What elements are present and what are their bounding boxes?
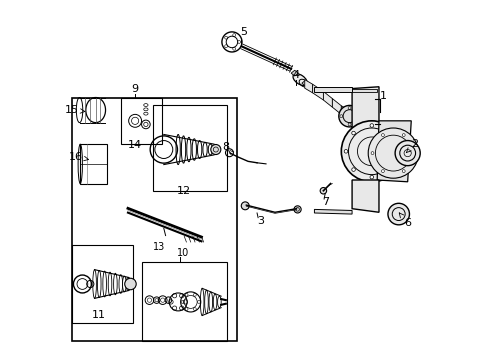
- Polygon shape: [351, 87, 378, 132]
- Circle shape: [402, 170, 405, 172]
- Circle shape: [351, 168, 355, 171]
- Text: 4: 4: [292, 70, 300, 80]
- Text: 1: 1: [379, 91, 386, 101]
- Text: 14: 14: [128, 140, 142, 150]
- Circle shape: [367, 128, 418, 178]
- Circle shape: [320, 188, 326, 194]
- Polygon shape: [314, 87, 351, 92]
- Bar: [142, 262, 226, 341]
- Text: 2: 2: [406, 139, 418, 153]
- Bar: [121, 98, 162, 144]
- Text: 7: 7: [321, 197, 328, 207]
- Bar: [72, 244, 133, 323]
- Circle shape: [387, 168, 391, 171]
- Polygon shape: [312, 84, 323, 100]
- Circle shape: [395, 149, 399, 153]
- Polygon shape: [304, 80, 312, 93]
- Circle shape: [344, 149, 347, 153]
- Circle shape: [341, 121, 402, 182]
- Bar: [153, 105, 226, 191]
- Circle shape: [381, 170, 384, 172]
- Text: 6: 6: [398, 213, 410, 228]
- Polygon shape: [301, 80, 308, 86]
- Polygon shape: [341, 106, 349, 120]
- Circle shape: [241, 202, 249, 210]
- Circle shape: [338, 105, 360, 127]
- Circle shape: [381, 134, 384, 136]
- Circle shape: [402, 134, 405, 136]
- Polygon shape: [314, 210, 351, 214]
- Circle shape: [412, 152, 415, 154]
- Bar: [80, 144, 107, 184]
- Circle shape: [369, 124, 373, 127]
- Ellipse shape: [292, 74, 306, 85]
- Polygon shape: [351, 89, 376, 92]
- Text: 16: 16: [68, 152, 88, 162]
- Polygon shape: [376, 121, 410, 182]
- Polygon shape: [351, 180, 378, 212]
- Bar: [72, 98, 237, 341]
- Text: 10: 10: [176, 248, 188, 258]
- Text: 12: 12: [176, 186, 190, 197]
- Circle shape: [351, 131, 355, 135]
- Text: 9: 9: [131, 84, 139, 94]
- Circle shape: [394, 140, 419, 166]
- Text: 3: 3: [257, 216, 264, 226]
- Text: 11: 11: [92, 310, 106, 320]
- Circle shape: [387, 131, 391, 135]
- Circle shape: [210, 144, 221, 154]
- Polygon shape: [332, 99, 341, 114]
- Circle shape: [387, 203, 408, 225]
- Circle shape: [293, 206, 301, 213]
- Polygon shape: [290, 70, 298, 76]
- Circle shape: [370, 152, 373, 154]
- Circle shape: [369, 175, 373, 179]
- Text: 8: 8: [222, 142, 228, 152]
- Circle shape: [124, 278, 136, 290]
- Text: 15: 15: [65, 105, 85, 115]
- Polygon shape: [323, 91, 332, 107]
- Text: 5: 5: [240, 27, 246, 37]
- Text: 13: 13: [153, 242, 165, 252]
